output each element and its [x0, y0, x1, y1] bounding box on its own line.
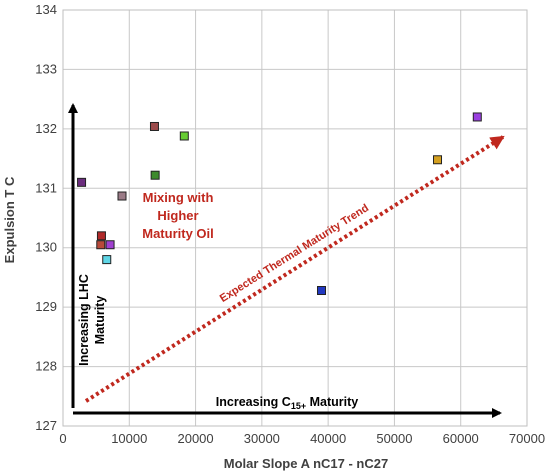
x-tick-label: 30000 — [244, 431, 280, 446]
c15-label-suffix: Maturity — [306, 395, 358, 409]
data-point-12 — [472, 112, 482, 122]
data-point-2 — [96, 231, 106, 241]
lhc-maturity-label-line-1: Increasing LHC — [77, 274, 91, 366]
y-tick-label: 134 — [35, 2, 57, 17]
data-point-3 — [96, 240, 106, 250]
c15-maturity-label: Increasing C15+ Maturity — [216, 395, 358, 411]
x-tick-label: 0 — [59, 431, 66, 446]
y-tick-label: 131 — [35, 180, 57, 195]
c15-label-prefix: Increasing C — [216, 395, 291, 409]
data-point-11 — [433, 155, 443, 165]
x-axis-title: Molar Slope A nC17 - nC27 — [224, 456, 388, 471]
y-axis-ticks: 127 128 129 130 131 132 133 134 — [35, 2, 57, 433]
plot-area — [62, 9, 528, 427]
data-point-8 — [150, 170, 160, 180]
mixing-label-line-3: Maturity Oil — [142, 226, 214, 241]
data-point-1 — [77, 177, 87, 187]
y-tick-label: 128 — [35, 359, 57, 374]
mixing-label-line-1: Mixing with — [143, 190, 214, 205]
x-axis-ticks: 0 10000 20000 30000 40000 50000 60000 70000 — [59, 431, 545, 446]
c15-label-subscript: 15+ — [291, 401, 306, 411]
trend-label: Expected Thermal Maturity Trend — [218, 202, 371, 305]
data-point-4 — [102, 255, 112, 265]
data-points — [77, 112, 482, 296]
x-tick-label: 50000 — [376, 431, 412, 446]
x-tick-label: 20000 — [177, 431, 213, 446]
y-tick-label: 132 — [35, 121, 57, 136]
grid-lines — [62, 9, 528, 427]
data-point-7 — [149, 121, 159, 131]
lhc-maturity-label-line-2: Maturity — [93, 296, 107, 345]
x-tick-label: 60000 — [443, 431, 479, 446]
y-tick-label: 127 — [35, 418, 57, 433]
y-tick-label: 129 — [35, 299, 57, 314]
y-tick-label: 130 — [35, 240, 57, 255]
trend-arrow — [84, 135, 505, 403]
y-tick-label: 133 — [35, 61, 57, 76]
x-tick-label: 70000 — [509, 431, 545, 446]
data-point-5 — [105, 240, 115, 250]
x-tick-label: 10000 — [111, 431, 147, 446]
data-point-9 — [179, 131, 189, 141]
mixing-label-line-2: Higher — [157, 208, 198, 223]
x-tick-label: 40000 — [310, 431, 346, 446]
data-point-6 — [117, 191, 127, 201]
data-point-10 — [317, 286, 327, 296]
y-axis-title: Expulsion T C — [2, 176, 17, 263]
